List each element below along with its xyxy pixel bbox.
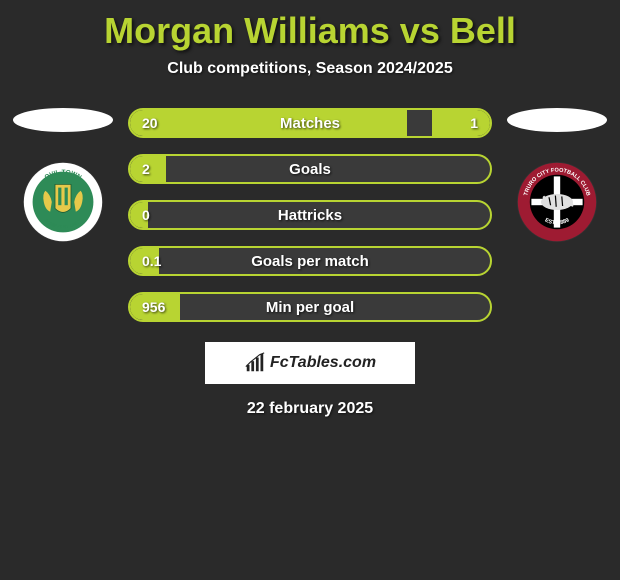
subtitle: Club competitions, Season 2024/2025 [0,60,620,78]
left-side: OVIL TOWN ACHIEVE BY UNITY [8,108,118,242]
bar-label: Matches [130,110,490,136]
page-title: Morgan Williams vs Bell [0,0,620,52]
club-crest-right: TRURO CITY FOOTBALL CLUB EST. 1889 [517,162,597,242]
date-text: 22 february 2025 [0,400,620,418]
right-side: TRURO CITY FOOTBALL CLUB EST. 1889 [502,108,612,242]
comparison-bars: 201Matches 2Goals 0Hattricks 0.1Goals per m… [118,108,502,338]
player-photo-placeholder-right [507,108,607,132]
crest-right-svg: TRURO CITY FOOTBALL CLUB EST. 1889 [517,162,597,242]
bar-label: Goals [130,156,490,182]
stat-bar: 956Min per goal [128,292,492,322]
player-photo-placeholder-left [13,108,113,132]
stat-bar: 2Goals [128,154,492,184]
chart-icon [244,352,266,374]
brand-box: FcTables.com [205,342,415,384]
bar-label: Hattricks [130,202,490,228]
crest-left-svg: OVIL TOWN ACHIEVE BY UNITY [23,162,103,242]
stat-bar: 0Hattricks [128,200,492,230]
club-crest-left: OVIL TOWN ACHIEVE BY UNITY [23,162,103,242]
brand-text: FcTables.com [270,354,376,372]
stat-bar: 201Matches [128,108,492,138]
stat-bar: 0.1Goals per match [128,246,492,276]
bar-label: Goals per match [130,248,490,274]
comparison-main: OVIL TOWN ACHIEVE BY UNITY 201Matches 2Go… [0,108,620,338]
bar-label: Min per goal [130,294,490,320]
